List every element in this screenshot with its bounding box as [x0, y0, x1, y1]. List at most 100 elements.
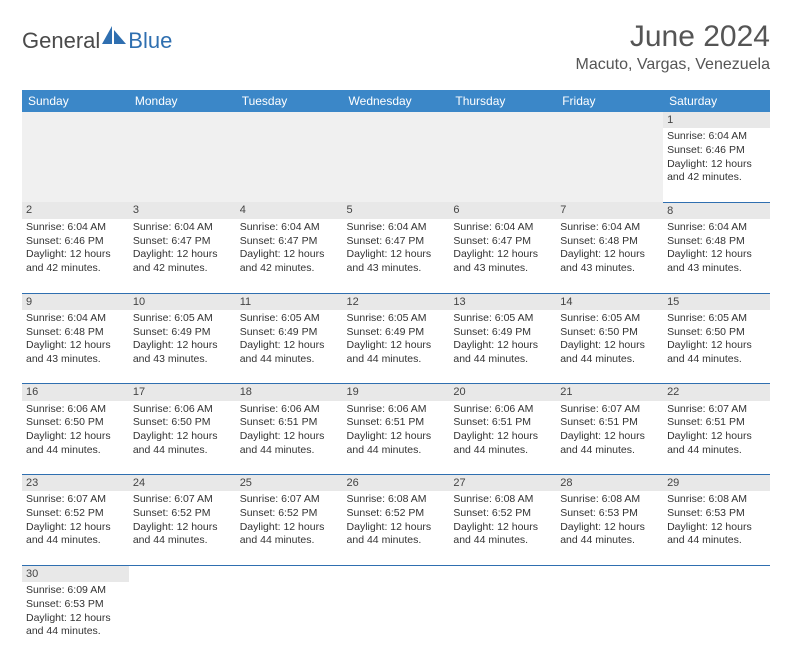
sunrise-text: Sunrise: 6:08 AM [347, 493, 446, 507]
day-content: Sunrise: 6:07 AMSunset: 6:51 PMDaylight:… [667, 403, 766, 458]
day2-text: and 44 minutes. [453, 444, 552, 458]
sunset-text: Sunset: 6:51 PM [347, 416, 446, 430]
day1-text: Daylight: 12 hours [347, 521, 446, 535]
day-number [129, 565, 236, 582]
day-number [236, 112, 343, 128]
sunset-text: Sunset: 6:51 PM [453, 416, 552, 430]
day1-text: Daylight: 12 hours [453, 248, 552, 262]
day-content: Sunrise: 6:08 AMSunset: 6:52 PMDaylight:… [453, 493, 552, 548]
sunrise-text: Sunrise: 6:04 AM [560, 221, 659, 235]
sunset-text: Sunset: 6:52 PM [26, 507, 125, 521]
weekday-header: Wednesday [343, 90, 450, 112]
day2-text: and 44 minutes. [240, 534, 339, 548]
day-content: Sunrise: 6:07 AMSunset: 6:52 PMDaylight:… [240, 493, 339, 548]
sunset-text: Sunset: 6:48 PM [667, 235, 766, 249]
sunset-text: Sunset: 6:47 PM [347, 235, 446, 249]
day-number: 22 [663, 384, 770, 401]
logo: General Blue [22, 26, 172, 56]
sunrise-text: Sunrise: 6:04 AM [453, 221, 552, 235]
page-title: June 2024 [576, 20, 771, 54]
day-number [129, 112, 236, 128]
sunset-text: Sunset: 6:53 PM [560, 507, 659, 521]
sunrise-text: Sunrise: 6:09 AM [26, 584, 125, 598]
calendar-table: SundayMondayTuesdayWednesdayThursdayFrid… [22, 90, 770, 656]
day-cell [343, 582, 450, 656]
day-number: 5 [343, 202, 450, 219]
day1-text: Daylight: 12 hours [240, 248, 339, 262]
sunset-text: Sunset: 6:52 PM [347, 507, 446, 521]
day-cell [129, 128, 236, 202]
day-content: Sunrise: 6:04 AMSunset: 6:47 PMDaylight:… [133, 221, 232, 276]
day2-text: and 44 minutes. [560, 534, 659, 548]
day-cell: Sunrise: 6:06 AMSunset: 6:50 PMDaylight:… [129, 401, 236, 475]
day2-text: and 44 minutes. [347, 444, 446, 458]
day-cell: Sunrise: 6:04 AMSunset: 6:47 PMDaylight:… [343, 219, 450, 293]
sunrise-text: Sunrise: 6:08 AM [560, 493, 659, 507]
day-number: 4 [236, 202, 343, 219]
weekday-header: Monday [129, 90, 236, 112]
day-cell: Sunrise: 6:06 AMSunset: 6:51 PMDaylight:… [449, 401, 556, 475]
day2-text: and 44 minutes. [667, 353, 766, 367]
sunset-text: Sunset: 6:49 PM [240, 326, 339, 340]
sunset-text: Sunset: 6:50 PM [133, 416, 232, 430]
day-number [556, 565, 663, 582]
day-content: Sunrise: 6:05 AMSunset: 6:49 PMDaylight:… [347, 312, 446, 367]
day-number: 30 [22, 565, 129, 582]
sunset-text: Sunset: 6:50 PM [667, 326, 766, 340]
day-cell: Sunrise: 6:06 AMSunset: 6:51 PMDaylight:… [236, 401, 343, 475]
day2-text: and 42 minutes. [133, 262, 232, 276]
day1-text: Daylight: 12 hours [133, 248, 232, 262]
day-number: 14 [556, 293, 663, 310]
sunset-text: Sunset: 6:48 PM [560, 235, 659, 249]
week-row: Sunrise: 6:04 AMSunset: 6:46 PMDaylight:… [22, 128, 770, 202]
sunset-text: Sunset: 6:53 PM [26, 598, 125, 612]
day-cell: Sunrise: 6:07 AMSunset: 6:51 PMDaylight:… [663, 401, 770, 475]
day2-text: and 43 minutes. [453, 262, 552, 276]
day1-text: Daylight: 12 hours [560, 430, 659, 444]
sunrise-text: Sunrise: 6:06 AM [240, 403, 339, 417]
day-cell: Sunrise: 6:05 AMSunset: 6:49 PMDaylight:… [236, 310, 343, 384]
day-content: Sunrise: 6:04 AMSunset: 6:46 PMDaylight:… [26, 221, 125, 276]
day-number: 23 [22, 475, 129, 492]
sunrise-text: Sunrise: 6:05 AM [453, 312, 552, 326]
day-number: 18 [236, 384, 343, 401]
day-number: 28 [556, 475, 663, 492]
day-number: 12 [343, 293, 450, 310]
day-cell: Sunrise: 6:04 AMSunset: 6:47 PMDaylight:… [236, 219, 343, 293]
day1-text: Daylight: 12 hours [26, 430, 125, 444]
day1-text: Daylight: 12 hours [26, 521, 125, 535]
day-number [449, 565, 556, 582]
sunset-text: Sunset: 6:47 PM [133, 235, 232, 249]
day1-text: Daylight: 12 hours [26, 612, 125, 626]
day-content: Sunrise: 6:04 AMSunset: 6:47 PMDaylight:… [240, 221, 339, 276]
day-number: 9 [22, 293, 129, 310]
day-cell [556, 582, 663, 656]
sunset-text: Sunset: 6:48 PM [26, 326, 125, 340]
sunrise-text: Sunrise: 6:06 AM [26, 403, 125, 417]
day-cell: Sunrise: 6:04 AMSunset: 6:48 PMDaylight:… [556, 219, 663, 293]
day-cell: Sunrise: 6:05 AMSunset: 6:49 PMDaylight:… [449, 310, 556, 384]
day1-text: Daylight: 12 hours [667, 158, 766, 172]
day-number [556, 112, 663, 128]
day-cell: Sunrise: 6:08 AMSunset: 6:52 PMDaylight:… [343, 491, 450, 565]
day2-text: and 44 minutes. [240, 444, 339, 458]
day1-text: Daylight: 12 hours [133, 339, 232, 353]
sunrise-text: Sunrise: 6:05 AM [560, 312, 659, 326]
day1-text: Daylight: 12 hours [667, 339, 766, 353]
week-row: Sunrise: 6:07 AMSunset: 6:52 PMDaylight:… [22, 491, 770, 565]
day-cell [22, 128, 129, 202]
daynum-row: 23242526272829 [22, 475, 770, 492]
logo-text-blue: Blue [128, 28, 172, 54]
sunrise-text: Sunrise: 6:06 AM [347, 403, 446, 417]
day1-text: Daylight: 12 hours [453, 430, 552, 444]
day-number [22, 112, 129, 128]
day-number: 21 [556, 384, 663, 401]
sunrise-text: Sunrise: 6:04 AM [667, 130, 766, 144]
day-content: Sunrise: 6:04 AMSunset: 6:47 PMDaylight:… [347, 221, 446, 276]
day-content: Sunrise: 6:07 AMSunset: 6:52 PMDaylight:… [26, 493, 125, 548]
sunrise-text: Sunrise: 6:04 AM [133, 221, 232, 235]
day2-text: and 44 minutes. [667, 534, 766, 548]
day-cell: Sunrise: 6:07 AMSunset: 6:52 PMDaylight:… [22, 491, 129, 565]
day-cell: Sunrise: 6:09 AMSunset: 6:53 PMDaylight:… [22, 582, 129, 656]
day-cell: Sunrise: 6:04 AMSunset: 6:47 PMDaylight:… [129, 219, 236, 293]
